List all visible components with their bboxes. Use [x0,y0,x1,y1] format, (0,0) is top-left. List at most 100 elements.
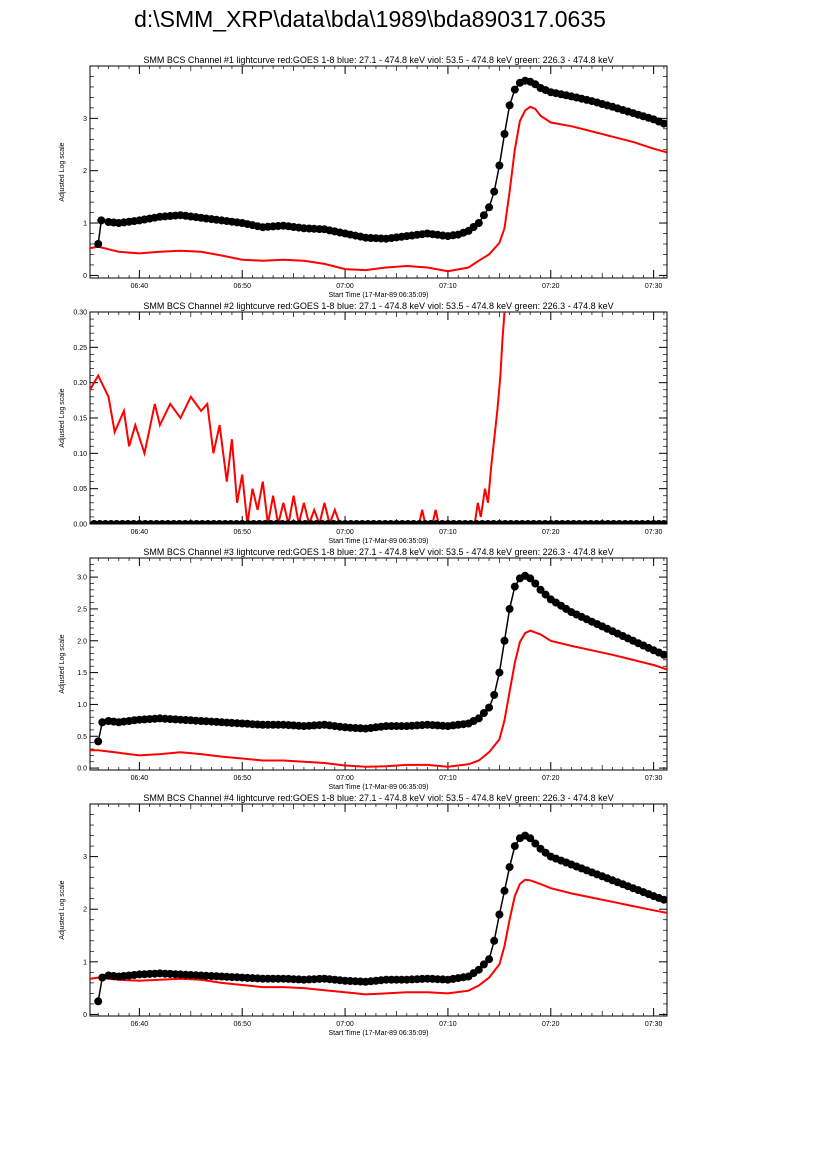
page-title: d:\SMM_XRP\data\bda\1989\bda890317.0635 [134,6,606,32]
chart-panel-1: SMM BCS Channel #1 lightcurve red:GOES 1… [59,55,668,299]
series-point [500,130,509,138]
x-tick-label: 07:00 [336,283,354,290]
y-tick-label: 0.10 [73,451,87,458]
series-point [495,161,504,170]
series-point [659,119,667,128]
series-group [90,571,667,768]
series-line-goes [90,629,667,768]
y-tick-label: 0.30 [73,310,87,317]
series-point [541,590,550,599]
y-tick-label: 0.0 [77,766,87,773]
x-axis-label: Start Time (17-Mar-89 06:35:09) [329,1030,429,1037]
chart-panel-3: SMM BCS Channel #3 lightcurve red:GOES 1… [59,547,668,791]
x-tick-label: 06:50 [233,529,251,536]
x-tick-label: 06:40 [131,283,149,290]
y-tick-label: 1.5 [77,670,87,677]
x-tick-label: 07:10 [439,529,457,536]
x-tick-label: 06:40 [131,529,149,536]
series-point [495,910,504,919]
series-point [531,579,540,588]
series-point [94,737,103,746]
x-tick-label: 07:30 [645,1021,663,1028]
chart-title: SMM BCS Channel #3 lightcurve red:GOES 1… [143,547,613,557]
y-axis-label: Adjusted Log scale [59,880,66,939]
series-point [500,886,509,895]
x-tick-label: 07:10 [439,775,457,782]
series-point [485,203,494,212]
x-tick-label: 06:40 [131,1021,149,1028]
series-point [531,839,540,848]
series-line-goes [90,312,506,524]
plot-frame [89,803,668,1017]
y-tick-label: 0.25 [73,345,87,352]
plot-frame [89,557,668,771]
chart-title: SMM BCS Channel #2 lightcurve red:GOES 1… [143,301,613,311]
x-axis-label: Start Time (17-Mar-89 06:35:09) [329,292,429,299]
y-axis-label: Adjusted Log scale [59,388,66,447]
series-group [90,312,667,524]
y-tick-label: 2 [83,168,87,175]
series-point [510,842,519,851]
y-tick-label: 1 [83,221,87,228]
y-tick-label: 0 [83,273,87,280]
x-tick-label: 07:00 [336,775,354,782]
series-point [490,690,499,699]
y-tick-label: 0.00 [73,522,87,529]
x-tick-label: 07:30 [645,283,663,290]
series-point [495,668,504,677]
y-tick-label: 0.20 [73,380,87,387]
x-tick-label: 07:20 [542,529,560,536]
x-tick-label: 07:20 [542,775,560,782]
y-tick-label: 0.5 [77,734,87,741]
y-tick-label: 2.0 [77,638,87,645]
chart-panel-2: SMM BCS Channel #2 lightcurve red:GOES 1… [59,301,668,545]
chart-title: SMM BCS Channel #1 lightcurve red:GOES 1… [143,55,613,65]
x-tick-label: 06:50 [233,775,251,782]
x-tick-label: 06:50 [233,283,251,290]
series-point [98,718,107,727]
y-tick-label: 0 [83,1012,87,1019]
series-point [659,650,667,659]
x-tick-label: 07:10 [439,283,457,290]
series-point [536,585,545,594]
series-point [97,216,106,225]
x-tick-label: 06:40 [131,775,149,782]
y-tick-label: 3.0 [77,575,87,582]
series-point [659,895,667,904]
series-point [485,703,494,712]
series-point [505,101,514,110]
series-point [479,960,488,969]
series-group [90,831,667,1006]
y-tick-label: 0.05 [73,486,87,493]
series-point [94,240,103,248]
series-point [490,936,499,945]
series-point [474,965,483,974]
series-group [90,76,667,273]
y-tick-label: 0.15 [73,416,87,423]
y-tick-label: 2.5 [77,606,87,613]
y-axis-label: Adjusted Log scale [59,142,66,201]
chart-title: SMM BCS Channel #4 lightcurve red:GOES 1… [143,793,613,803]
x-axis-label: Start Time (17-Mar-89 06:35:09) [329,538,429,545]
x-tick-label: 07:00 [336,1021,354,1028]
series-point [526,834,535,843]
x-tick-label: 07:30 [645,529,663,536]
x-tick-label: 07:00 [336,529,354,536]
series-point [510,582,519,591]
series-point [505,604,514,613]
series-point [659,520,667,524]
series-point [479,709,488,717]
series-point [526,574,535,583]
series-point [474,219,483,227]
y-tick-label: 3 [83,854,87,861]
series-line-bcs [97,574,665,742]
y-tick-label: 1 [83,959,87,966]
y-axis-label: Adjusted Log scale [59,634,66,693]
chart-panel-4: SMM BCS Channel #4 lightcurve red:GOES 1… [59,793,668,1037]
y-tick-label: 3 [83,116,87,123]
x-tick-label: 07:30 [645,775,663,782]
series-point [510,85,519,94]
x-axis-label: Start Time (17-Mar-89 06:35:09) [329,784,429,791]
plot-frame [89,65,668,279]
